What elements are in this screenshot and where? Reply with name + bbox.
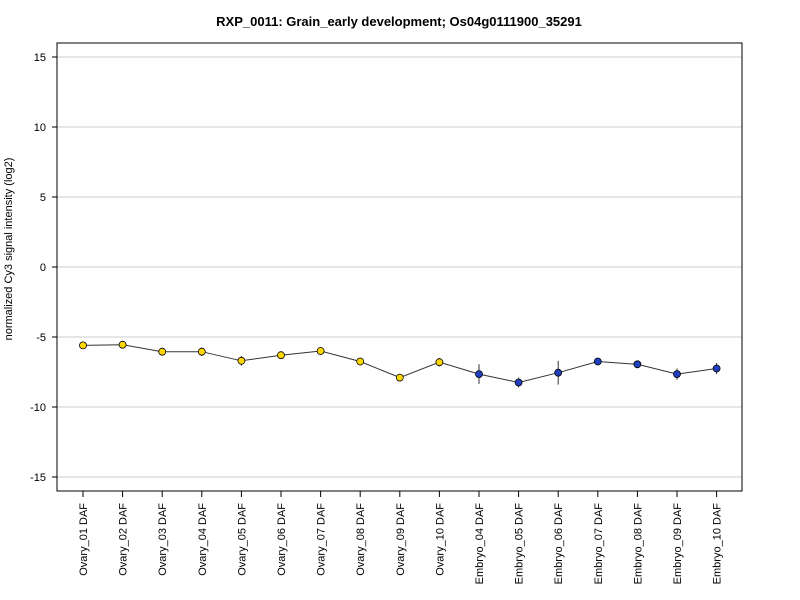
data-point	[395, 373, 404, 382]
x-tick-label: Ovary_08 DAF	[355, 503, 367, 576]
x-tick-label: Ovary_04 DAF	[197, 503, 209, 576]
data-point	[158, 347, 167, 356]
gridlines	[57, 56, 742, 478]
y-axis-label: normalized Cy3 signal intensity (log2)	[3, 158, 15, 341]
x-tick-label: Embryo_10 DAF	[712, 503, 724, 585]
y-tick-label: -5	[36, 332, 46, 344]
data-point	[79, 341, 87, 350]
x-tick-label: Ovary_06 DAF	[276, 503, 288, 576]
x-tick-label: Ovary_05 DAF	[236, 503, 248, 576]
x-tick-label: Embryo_07 DAF	[593, 503, 605, 585]
y-axis: -15 -10 -5 0 5 10 15	[30, 52, 57, 484]
x-tick-label: Ovary_10 DAF	[434, 503, 446, 576]
data-point	[316, 347, 325, 355]
data-points	[79, 340, 721, 387]
y-tick-label: -10	[30, 402, 46, 414]
y-tick-label: 10	[34, 122, 46, 134]
x-tick-label: Embryo_04 DAF	[474, 503, 486, 585]
x-tick-label: Ovary_03 DAF	[157, 503, 169, 576]
data-point	[197, 347, 206, 356]
x-tick-label: Embryo_05 DAF	[514, 503, 526, 585]
y-tick-label: -15	[30, 472, 46, 484]
data-point	[118, 340, 127, 349]
data-point	[554, 368, 563, 377]
y-tick-label: 15	[34, 52, 46, 64]
x-tick-label: Ovary_02 DAF	[118, 503, 130, 576]
x-axis: Ovary_01 DAF Ovary_02 DAF Ovary_03 DAF Ovar…	[78, 491, 724, 584]
data-point	[237, 356, 246, 365]
data-point	[633, 360, 642, 369]
x-tick-label: Ovary_09 DAF	[395, 503, 407, 576]
x-tick-label: Ovary_07 DAF	[316, 503, 328, 576]
data-point	[673, 370, 681, 379]
data-point	[356, 357, 365, 366]
data-point	[712, 364, 721, 373]
x-tick-label: Embryo_09 DAF	[672, 503, 684, 585]
data-point	[514, 378, 523, 387]
x-tick-label: Ovary_01 DAF	[78, 503, 90, 576]
x-tick-label: Embryo_06 DAF	[553, 503, 565, 585]
data-point	[435, 358, 444, 367]
data-point	[475, 370, 483, 379]
y-tick-label: 0	[40, 262, 46, 274]
x-tick-label: Embryo_08 DAF	[632, 503, 644, 585]
data-point	[593, 357, 602, 366]
y-tick-label: 5	[40, 192, 46, 204]
chart-title: RXP_0011: Grain_early development; Os04g…	[216, 14, 582, 29]
data-point	[277, 351, 285, 360]
